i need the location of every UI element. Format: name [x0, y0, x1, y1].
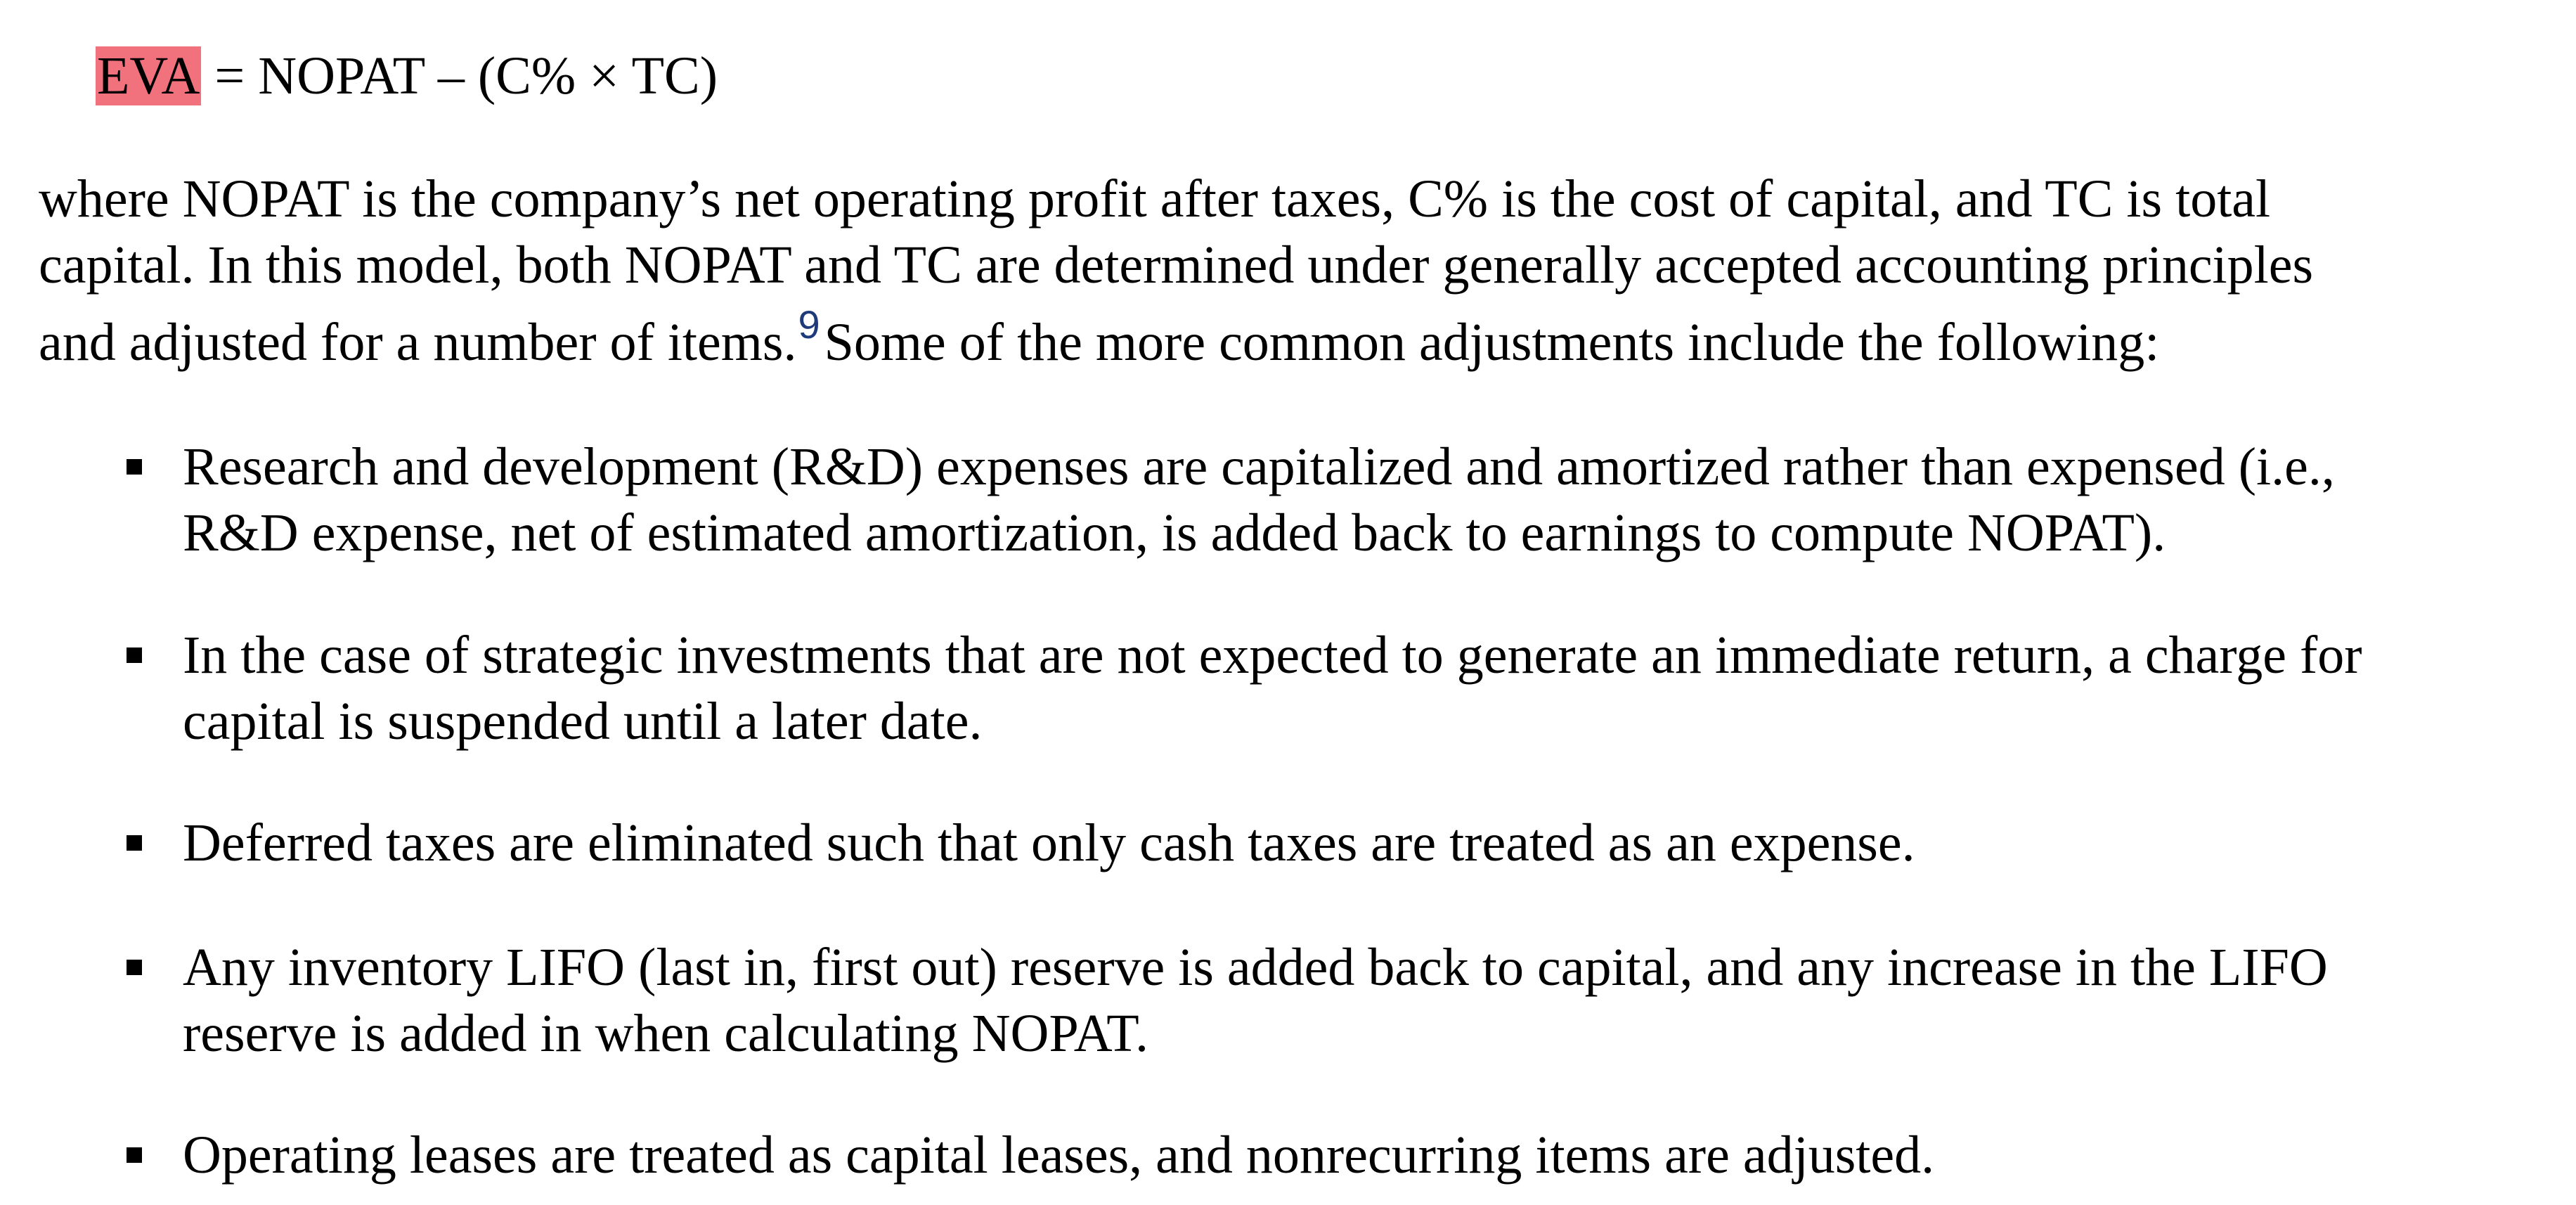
paragraph-line-1: where NOPAT is the company’s net operati… — [39, 169, 2271, 228]
list-item-text: In the case of strategic investments tha… — [183, 622, 2558, 754]
bullet-square-icon — [127, 960, 142, 975]
list-item-text: Research and development (R&D) expenses … — [183, 434, 2558, 566]
highlighted-term-eva[interactable]: EVA — [96, 46, 202, 105]
formula-expression: = NOPAT – (C% × TC) — [201, 46, 718, 105]
paragraph-line-3-end: Some of the more common adjustments incl… — [824, 313, 2160, 372]
list-item-line: Operating leases are treated as capital … — [183, 1126, 1935, 1185]
list-item-line: reserve is added in when calculating NOP… — [183, 1004, 1148, 1063]
list-item-line: In the case of strategic investments tha… — [183, 626, 2362, 685]
list-item: In the case of strategic investments tha… — [127, 622, 2558, 754]
list-item: Deferred taxes are eliminated such that … — [127, 810, 2558, 876]
paragraph-line-3: and adjusted for a number of items.9Some… — [39, 305, 2555, 375]
bullet-square-icon — [127, 1147, 142, 1163]
footnote-link-9[interactable]: 9 — [798, 302, 820, 347]
bullet-square-icon — [127, 647, 142, 663]
paragraph-line-2: capital. In this model, both NOPAT and T… — [39, 236, 2314, 295]
bullet-square-icon — [127, 459, 142, 475]
list-item-line: Deferred taxes are eliminated such that … — [183, 813, 1915, 872]
paragraph-line-3-start: and adjusted for a number of items. — [39, 313, 797, 372]
list-item-line: Research and development (R&D) expenses … — [183, 437, 2335, 496]
list-item-text: Deferred taxes are eliminated such that … — [183, 810, 2558, 876]
list-item-line: R&D expense, net of estimated amortizati… — [183, 503, 2166, 562]
list-item: Research and development (R&D) expenses … — [127, 434, 2558, 566]
list-item-line: Any inventory LIFO (last in, first out) … — [183, 938, 2328, 997]
list-item: Any inventory LIFO (last in, first out) … — [127, 934, 2558, 1067]
bullet-square-icon — [127, 835, 142, 851]
list-item-text: Operating leases are treated as capital … — [183, 1122, 2558, 1188]
list-item-line: capital is suspended until a later date. — [183, 692, 983, 751]
list-item: Operating leases are treated as capital … — [127, 1122, 2558, 1188]
eva-formula: EVA = NOPAT – (C% × TC) — [96, 41, 718, 111]
definition-paragraph: where NOPAT is the company’s net operati… — [39, 166, 2555, 375]
list-item-text: Any inventory LIFO (last in, first out) … — [183, 934, 2558, 1067]
